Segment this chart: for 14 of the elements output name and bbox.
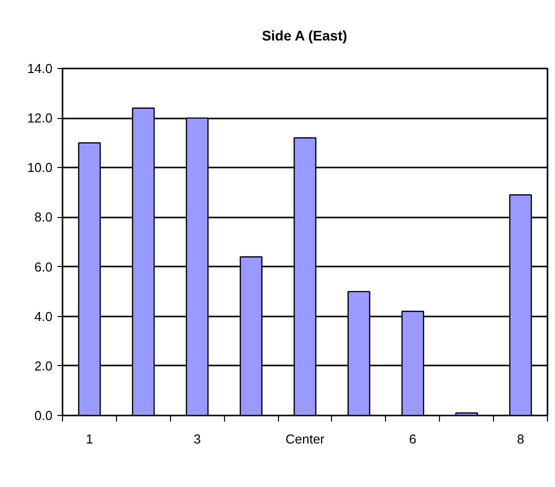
y-tick-label: 2.0 [34,358,53,374]
y-tick-label: 12.0 [27,110,53,126]
x-tick-label: 3 [194,432,201,446]
x-tick-label: 8 [516,432,524,446]
x-tick-label: 6 [409,432,416,446]
y-tick-label: 14.0 [27,61,53,76]
y-tick-label: 6.0 [34,259,53,274]
y-tick-label: 8.0 [34,210,53,225]
chart-title: Side A (East) [262,28,348,44]
y-tick-label: 4.0 [34,308,53,324]
x-tick-label: Center [285,432,326,446]
y-tick-label: 10.0 [27,160,53,176]
y-tick-label: 0.0 [34,408,53,423]
x-tick-label: 1 [86,432,94,446]
